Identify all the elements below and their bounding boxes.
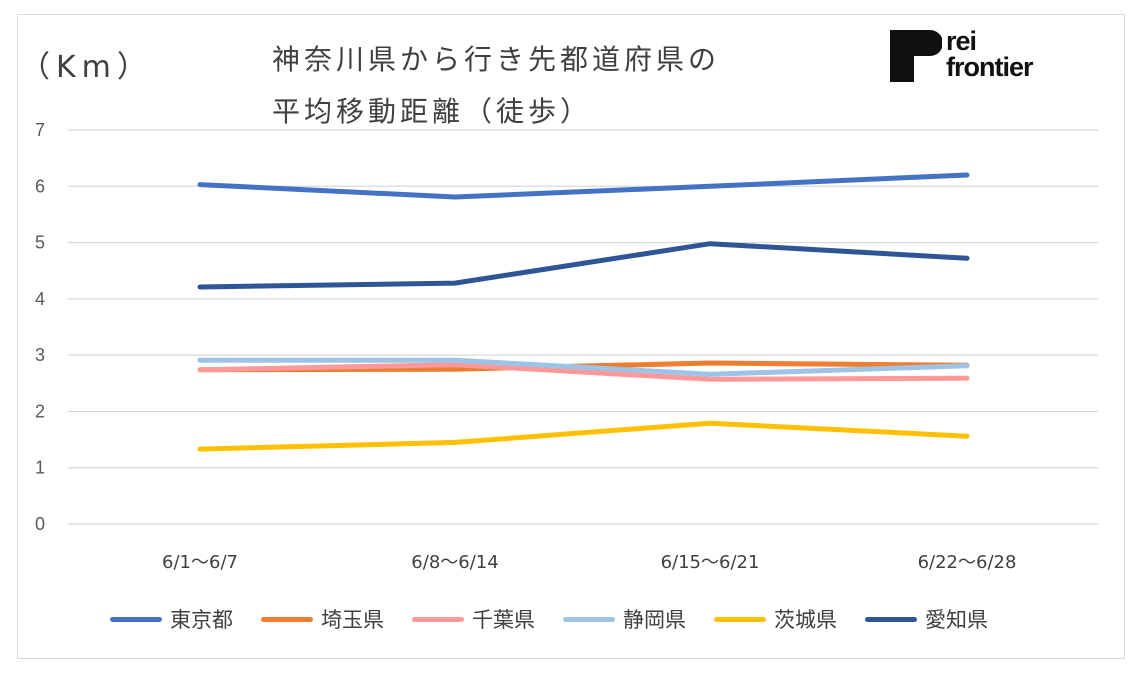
rei-frontier-logo-mark [890, 30, 942, 82]
x-tick-label: 6/22〜6/28 [918, 552, 1017, 573]
x-tick-label: 6/8〜6/14 [411, 552, 498, 573]
chart-title-line-1: 神奈川県から行き先都道府県の [272, 43, 721, 76]
series-line-5 [197, 241, 970, 290]
legend-item: 東京都 [110, 604, 233, 634]
logo-text-line-2: frontier [946, 52, 1033, 82]
series-line-0 [197, 172, 970, 200]
series-lines [197, 172, 970, 452]
legend-label: 埼玉県 [321, 608, 384, 632]
y-tick-label: 7 [35, 120, 45, 140]
logo-text-line-1: rei [946, 26, 977, 56]
legend-swatch [261, 616, 313, 622]
chart-legend: 東京都 埼玉県 千葉県 静岡県 茨城県 愛知県 [110, 604, 1016, 634]
gridlines [68, 129, 1098, 525]
legend-label: 静岡県 [623, 608, 686, 632]
legend-item: 愛知県 [865, 604, 988, 634]
y-tick-label: 4 [35, 289, 45, 309]
legend-swatch [563, 616, 615, 622]
y-axis-unit-label: （Km） [20, 50, 153, 85]
y-tick-label: 2 [35, 401, 45, 421]
legend-label: 千葉県 [472, 608, 535, 632]
legend-swatch [412, 616, 464, 622]
legend-item: 茨城県 [714, 604, 837, 634]
y-tick-label: 1 [35, 458, 45, 478]
chart-title-line-2: 平均移動距離（徒歩） [272, 95, 593, 128]
series-line-4 [197, 420, 970, 452]
x-tick-label: 6/15〜6/21 [661, 552, 760, 573]
rei-frontier-logo-text: rei frontier [946, 26, 1033, 82]
legend-swatch [714, 616, 766, 622]
legend-item: 埼玉県 [261, 604, 384, 634]
legend-label: 東京都 [170, 608, 233, 632]
y-tick-label: 0 [35, 514, 45, 534]
series-line-2 [197, 362, 970, 382]
x-tick-label: 6/1〜6/7 [162, 552, 238, 573]
rei-frontier-logo: rei frontier [890, 26, 1060, 86]
legend-swatch [110, 616, 162, 622]
x-axis-ticks: 6/1〜6/7 6/8〜6/14 6/15〜6/21 6/22〜6/28 [162, 552, 1016, 573]
y-tick-label: 3 [35, 345, 45, 365]
legend-label: 愛知県 [925, 608, 988, 632]
chart-frame [17, 14, 1125, 659]
legend-label: 茨城県 [774, 608, 837, 632]
chart-title: 神奈川県から行き先都道府県の 平均移動距離（徒歩） [272, 34, 720, 138]
series-line-3 [197, 357, 970, 377]
y-tick-label: 6 [35, 176, 45, 196]
y-axis-ticks: 0 1 2 3 4 5 6 7 [35, 120, 45, 534]
legend-item: 静岡県 [563, 604, 686, 634]
y-tick-label: 5 [35, 233, 45, 253]
legend-swatch [865, 616, 917, 622]
legend-item: 千葉県 [412, 604, 535, 634]
